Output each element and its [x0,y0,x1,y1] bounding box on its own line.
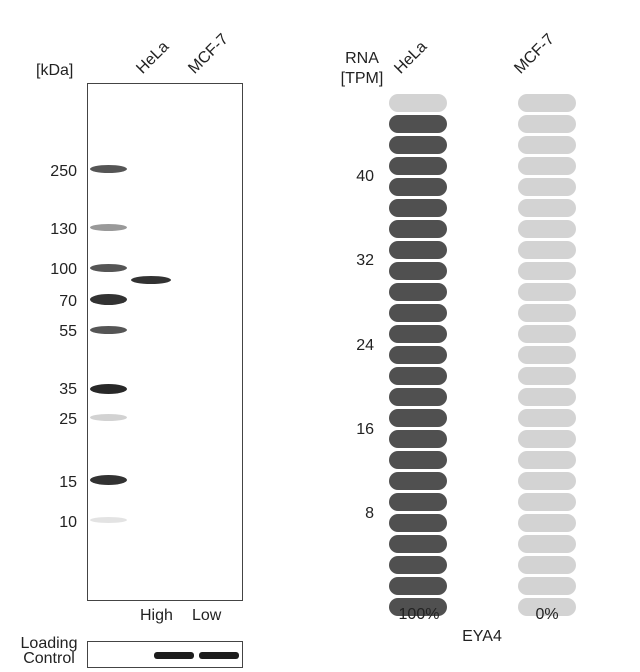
rna-unit-hela-23 [389,136,447,154]
rna-unit-mcf7-14 [518,325,576,343]
rna-unit-mcf7-21 [518,178,576,196]
expression-low: Low [192,607,222,624]
marker-55: 55 [59,323,77,340]
rna-axis-label-line2: [TPM] [340,70,384,87]
rna-unit-mcf7-22 [518,157,576,175]
ladder-band-55 [90,326,127,334]
marker-25: 25 [59,411,77,428]
rna-unit-mcf7-2 [518,577,576,595]
marker-15: 15 [59,474,77,491]
rna-unit-hela-2 [389,577,447,595]
rna-unit-mcf7-17 [518,262,576,280]
rna-unit-hela-9 [389,430,447,448]
marker-35: 35 [59,381,77,398]
rna-unit-mcf7-15 [518,304,576,322]
rna-unit-hela-12 [389,367,447,385]
rna-unit-hela-6 [389,493,447,511]
rna-unit-hela-16 [389,283,447,301]
ladder-band-130 [90,224,127,231]
rna-unit-mcf7-7 [518,472,576,490]
rna-ytick-8: 8 [365,505,374,522]
rna-unit-mcf7-18 [518,241,576,259]
lane-label-mcf7: MCF-7 [185,30,232,78]
ladder-band-35 [90,384,127,394]
marker-100: 100 [50,261,77,278]
rna-unit-mcf7-13 [518,346,576,364]
rna-axis-label-line1: RNA [345,50,379,67]
rna-unit-hela-22 [389,157,447,175]
rna-unit-mcf7-11 [518,388,576,406]
rna-unit-mcf7-9 [518,430,576,448]
rna-unit-hela-11 [389,388,447,406]
rna-category-hela: HeLa [391,38,431,78]
expression-high: High [140,607,173,624]
loading-control-blot [87,641,243,668]
loading-band-mcf7 [199,652,239,659]
rna-unit-hela-1 [389,598,447,616]
rna-unit-hela-14 [389,325,447,343]
rna-percent-mcf7: 0% [535,606,559,623]
rna-unit-mcf7-16 [518,283,576,301]
rna-unit-mcf7-24 [518,115,576,133]
ladder-band-15 [90,475,127,485]
rna-unit-mcf7-20 [518,199,576,217]
rna-unit-hela-8 [389,451,447,469]
ladder-band-25 [90,414,127,421]
rna-unit-hela-21 [389,178,447,196]
ladder-band-70 [90,294,127,305]
rna-unit-mcf7-6 [518,493,576,511]
kda-unit-label: [kDa] [36,62,74,79]
marker-130: 130 [50,221,77,238]
rna-unit-mcf7-23 [518,136,576,154]
rna-ytick-24: 24 [356,337,374,354]
ladder-band-250 [90,165,127,173]
marker-250: 250 [50,163,77,180]
rna-percent-hela: 100% [398,606,440,623]
western-blot-image [87,83,243,601]
rna-unit-hela-24 [389,115,447,133]
rna-unit-mcf7-10 [518,409,576,427]
rna-category-mcf7: MCF-7 [511,30,558,78]
rna-unit-mcf7-8 [518,451,576,469]
rna-unit-hela-19 [389,220,447,238]
rna-ytick-32: 32 [356,252,374,269]
rna-unit-hela-4 [389,535,447,553]
rna-unit-mcf7-25 [518,94,576,112]
loading-band-hela [154,652,194,659]
marker-10: 10 [59,514,77,531]
rna-unit-mcf7-1 [518,598,576,616]
lane-label-hela: HeLa [133,38,173,78]
rna-unit-hela-15 [389,304,447,322]
rna-unit-hela-13 [389,346,447,364]
rna-unit-hela-7 [389,472,447,490]
rna-unit-mcf7-5 [518,514,576,532]
loading-control-label: Loading Control [20,635,78,667]
marker-70: 70 [59,293,77,310]
hela-band [131,276,171,284]
rna-unit-mcf7-4 [518,535,576,553]
rna-ytick-40: 40 [356,168,374,185]
rna-unit-hela-3 [389,556,447,574]
rna-ytick-16: 16 [356,421,374,438]
gene-name: EYA4 [462,628,502,645]
rna-unit-hela-25 [389,94,447,112]
rna-unit-mcf7-19 [518,220,576,238]
ladder-band-100 [90,264,127,272]
rna-unit-hela-10 [389,409,447,427]
rna-unit-hela-18 [389,241,447,259]
rna-unit-hela-20 [389,199,447,217]
rna-unit-hela-5 [389,514,447,532]
rna-unit-mcf7-12 [518,367,576,385]
rna-unit-hela-17 [389,262,447,280]
rna-unit-mcf7-3 [518,556,576,574]
ladder-band-10 [90,517,127,523]
